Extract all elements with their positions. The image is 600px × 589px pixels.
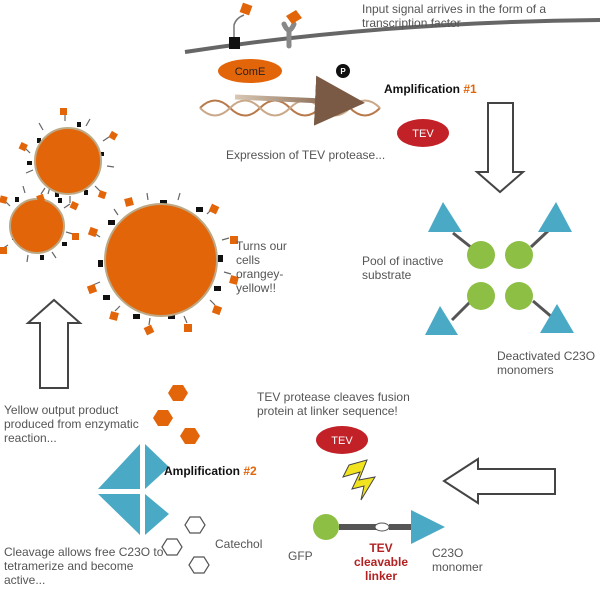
amplification-1-word: Amplification	[384, 82, 460, 96]
c23o-tetramer	[98, 444, 169, 535]
signal-cube-2	[286, 10, 302, 24]
gfp-protein	[313, 514, 339, 540]
phospho-label: P	[340, 67, 346, 76]
hollow-arrow-left	[444, 459, 555, 503]
come-label: ComE	[235, 66, 266, 78]
gfp-text: GFP	[288, 549, 313, 563]
hollow-arrow-down	[477, 103, 523, 192]
input-signal-text: Input signal arrives in the form of a tr…	[362, 2, 572, 30]
dna-strand	[200, 101, 380, 116]
amplification-1-label: Amplification #1	[384, 82, 477, 96]
receptor-stem	[234, 15, 244, 37]
receptor-black	[229, 37, 240, 49]
turns-text: Turns our cells orangey-yellow!!	[236, 239, 294, 295]
lightning-bolt	[343, 460, 375, 500]
tev-linker-text: TEV cleavable linker	[345, 541, 417, 583]
c23o-monomer-text: C23O monomer	[432, 546, 492, 574]
tev-cleaves-text: TEV protease cleaves fusion protein at l…	[257, 390, 437, 418]
amplification-1-number: #1	[463, 82, 476, 96]
amplification-2-word: Amplification	[164, 464, 240, 478]
receptor-gray	[284, 24, 294, 46]
amplification-2-number: #2	[243, 464, 256, 478]
tev-cleavage-site	[375, 523, 389, 531]
tev-top-label: TEV	[412, 128, 434, 140]
orange-cells	[0, 108, 239, 335]
signal-cube-1	[240, 3, 253, 16]
expression-text: Expression of TEV protease...	[226, 148, 385, 162]
yellow-product-hexagons	[153, 385, 200, 444]
amplification-2-label: Amplification #2	[164, 464, 257, 478]
yellow-output-text: Yellow output product produced from enzy…	[4, 403, 154, 445]
catechol-text: Catechol	[215, 537, 262, 551]
hollow-arrow-up	[28, 300, 80, 388]
deactivated-text: Deactivated C23O monomers	[497, 349, 597, 377]
cleavage-text: Cleavage allows free C23O to tetramerize…	[4, 545, 174, 587]
tev-mid-label: TEV	[331, 435, 353, 447]
pool-text: Pool of inactive substrate	[362, 254, 452, 282]
c23o-monomer-shape	[411, 510, 445, 544]
